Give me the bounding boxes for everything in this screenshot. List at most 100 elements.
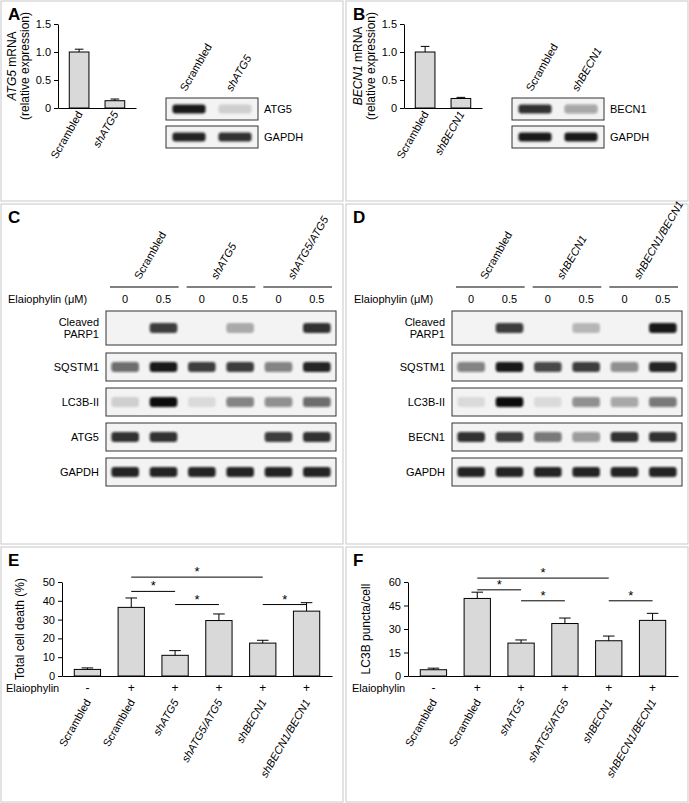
text-part: shBECN1 [554, 233, 589, 281]
western-blot: ScrambledshBECN1shBECN1/BECN1Elaiophylin… [354, 199, 685, 486]
significance-label: * [497, 577, 502, 592]
treatment-mark: - [85, 681, 89, 695]
blot-band [572, 362, 600, 372]
text-part: Scrambled [56, 697, 93, 749]
row-label: PARP1 [64, 328, 99, 340]
dose-label: 0.5 [502, 293, 517, 305]
blot-band [226, 362, 254, 372]
dose-label: 0 [545, 293, 551, 305]
blot-band [265, 467, 293, 477]
blot-strip [166, 126, 258, 148]
blot-strip [166, 98, 258, 120]
error-cap [75, 49, 84, 50]
tick-label: 0.5 [36, 74, 51, 86]
text-part: Scrambled [402, 697, 439, 749]
blot-band [611, 467, 639, 477]
y-tick: 0 [45, 102, 58, 114]
y-axis-line [62, 583, 63, 677]
y-tick: 10 [43, 651, 62, 663]
tick-mark [404, 582, 408, 583]
treatment-label: Elaiophylin [6, 682, 59, 694]
panel-frame [346, 547, 688, 802]
blot-band [534, 432, 562, 442]
category-label: shBECN1/BECN1 [258, 697, 312, 779]
western-blot: ScrambledshBECN1BECN1GAPDH [512, 41, 649, 148]
blot-band [150, 397, 178, 407]
row-label: BECN1 [408, 431, 445, 443]
y-axis-title: LC3B puncta/cell [359, 584, 373, 675]
bar [420, 670, 446, 676]
error-bar [169, 651, 181, 656]
text-part: shATG5 [497, 696, 528, 737]
plot-marks [74, 598, 319, 676]
blot-band [496, 432, 524, 442]
significance-label: * [194, 564, 199, 579]
bar [105, 101, 125, 108]
category-label: shATG5/ATG5 [179, 696, 225, 764]
group-underline [533, 287, 602, 288]
blot-band [303, 432, 331, 442]
blot-band [457, 432, 485, 442]
dose-label: 0.5 [309, 293, 324, 305]
blot-band [188, 467, 216, 477]
plot-marks [415, 46, 470, 108]
error-cap [457, 97, 466, 98]
bar [69, 52, 89, 108]
blot-band [572, 467, 600, 477]
blot-band [611, 323, 639, 333]
treatment-label: Elaiophylin (μM) [354, 293, 433, 305]
y-tick: 20 [43, 632, 62, 644]
text-part: (relative [18, 77, 32, 120]
bar [162, 655, 188, 676]
tick-label: 0 [45, 102, 51, 114]
row-label: GAPDH [406, 466, 445, 478]
tick-label: 0 [391, 102, 397, 114]
blot-strip [106, 388, 336, 416]
tick-label: 0.5 [382, 74, 397, 86]
error-cap [82, 667, 94, 668]
blot-strip [106, 458, 336, 486]
error-bar [515, 640, 527, 643]
blot-band [265, 323, 293, 333]
text-part: Scrambled [446, 697, 483, 749]
error-bar [428, 668, 440, 670]
panel-letter: E [8, 551, 19, 570]
y-axis-title: Total cell death (%) [13, 578, 27, 680]
error-cap [421, 46, 430, 47]
treatment-mark: + [128, 681, 135, 695]
error-bar [111, 99, 120, 101]
dose-label: 0.5 [579, 293, 594, 305]
plot-marks [69, 49, 124, 108]
significance-label: * [151, 578, 156, 593]
blot-band [265, 397, 293, 407]
x-axis [405, 108, 483, 109]
blot-band [496, 467, 524, 477]
panel-frame [1, 1, 343, 201]
error-bar [213, 614, 225, 621]
row-label: SQSTM1 [54, 361, 99, 373]
x-axis-line [405, 108, 483, 109]
error-stem [608, 636, 609, 641]
category-label: shATG5/ATG5 [525, 696, 571, 764]
group-underline [110, 287, 179, 288]
error-cap [301, 602, 313, 603]
tick-mark [400, 108, 404, 109]
blot-band [572, 397, 600, 407]
y-tick: 0 [395, 670, 408, 682]
figure: ABCDEF00.51.01.5ATG5 mRNA(relative expre… [0, 0, 689, 803]
category-label: Scrambled [56, 697, 93, 749]
tick-mark [404, 629, 408, 630]
y-tick: 45 [389, 600, 408, 612]
y-tick: 30 [43, 614, 62, 626]
dose-label: 0.5 [655, 293, 670, 305]
category-label: shBECN1 [432, 109, 467, 157]
dose-label: 0.5 [156, 293, 171, 305]
y-axis-line [408, 583, 409, 677]
chart: 00.51.01.5ATG5 mRNA(relative expression)… [5, 12, 137, 161]
text-part: LC3B [359, 644, 373, 674]
row-label: GAPDH [264, 131, 303, 143]
category-label: Scrambled [394, 109, 431, 161]
treatment-mark: + [518, 681, 525, 695]
y-tick: 1.5 [382, 18, 404, 30]
error-cap [559, 618, 571, 619]
